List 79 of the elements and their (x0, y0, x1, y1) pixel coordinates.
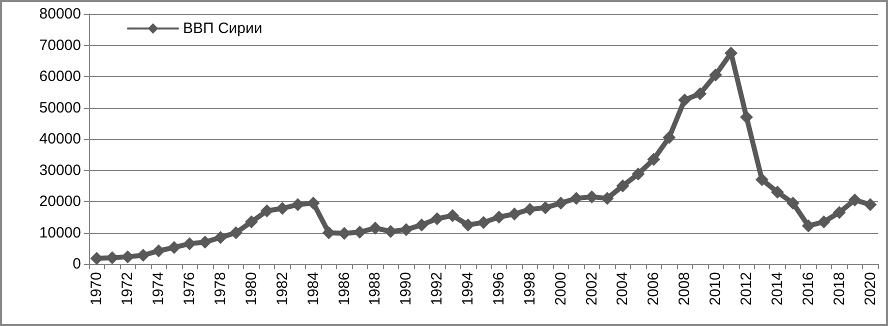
point (662, 130, 676, 144)
point (446, 209, 460, 222)
x-tick-label: 1986 (336, 272, 353, 306)
point (260, 204, 274, 218)
x-tick-label: 1970 (88, 272, 106, 306)
point (600, 192, 614, 205)
point (244, 215, 258, 228)
y-tick-label: 80000 (39, 6, 81, 22)
x-tick-label: 1974 (150, 272, 168, 306)
x-tick-label: 2010 (707, 272, 724, 306)
point (647, 152, 660, 166)
x-tick-label: 1972 (119, 272, 136, 306)
x-tick-label: 1976 (181, 272, 198, 306)
y-tick-label: 40000 (39, 130, 81, 148)
point (477, 216, 490, 229)
point (523, 202, 536, 216)
point (585, 190, 598, 204)
point (632, 168, 645, 180)
point (400, 223, 413, 236)
x-tick-label: 1984 (304, 272, 322, 306)
point (121, 250, 134, 264)
point (168, 240, 181, 254)
x-tick-label: 2006 (645, 272, 662, 306)
point (832, 206, 846, 219)
point (786, 196, 800, 210)
x-tick-label: 1990 (398, 272, 415, 306)
point (802, 219, 815, 232)
point (709, 68, 722, 82)
point (152, 244, 166, 258)
point (770, 186, 784, 199)
x-tick-label: 2012 (738, 272, 755, 306)
point (694, 87, 707, 100)
x-tick-label: 1982 (274, 272, 291, 306)
point (678, 93, 692, 106)
point (570, 192, 583, 205)
x-tick-label: 2016 (800, 272, 817, 306)
point (183, 237, 196, 250)
point (538, 201, 552, 214)
y-tick-label: 20000 (39, 193, 81, 210)
point (415, 218, 428, 232)
y-tick-label: 30000 (39, 162, 81, 179)
x-tick-label: 1988 (366, 272, 384, 306)
y-tick-label: 70000 (39, 36, 81, 54)
x-tick-label: 1998 (521, 272, 538, 306)
y-tick-label: 60000 (39, 68, 81, 85)
x-tick-label: 1992 (428, 272, 446, 306)
y-tick-label: 50000 (39, 99, 81, 116)
point (508, 208, 521, 220)
point (740, 110, 753, 124)
x-tick-label: 2020 (862, 272, 879, 306)
point (492, 210, 506, 224)
y-tick-label: 0 (72, 256, 81, 272)
legend-label: ВВП Сирии (183, 20, 262, 37)
point (462, 218, 475, 232)
point (214, 230, 227, 244)
x-tick-label: 1978 (212, 272, 229, 306)
x-tick-label: 2004 (614, 272, 632, 306)
x-tick-label: 2014 (768, 272, 786, 306)
x-tick-label: 2000 (552, 272, 570, 306)
point (229, 226, 242, 240)
point (554, 196, 568, 210)
point (430, 212, 444, 226)
x-tick-label: 1994 (460, 272, 477, 306)
y-tick-label: 10000 (39, 224, 81, 242)
x-tick-label: 2018 (830, 272, 848, 306)
point (198, 236, 212, 249)
point (276, 202, 289, 215)
point (136, 248, 150, 262)
point (368, 222, 382, 235)
point (848, 193, 862, 206)
point (616, 179, 630, 192)
point (291, 198, 304, 212)
point (864, 198, 877, 212)
x-tick-label: 1996 (490, 272, 508, 306)
point (755, 173, 768, 186)
x-tick-label: 1980 (242, 272, 260, 306)
point (817, 215, 830, 228)
x-tick-label: 2002 (583, 272, 600, 306)
x-tick-label: 2008 (676, 272, 694, 306)
